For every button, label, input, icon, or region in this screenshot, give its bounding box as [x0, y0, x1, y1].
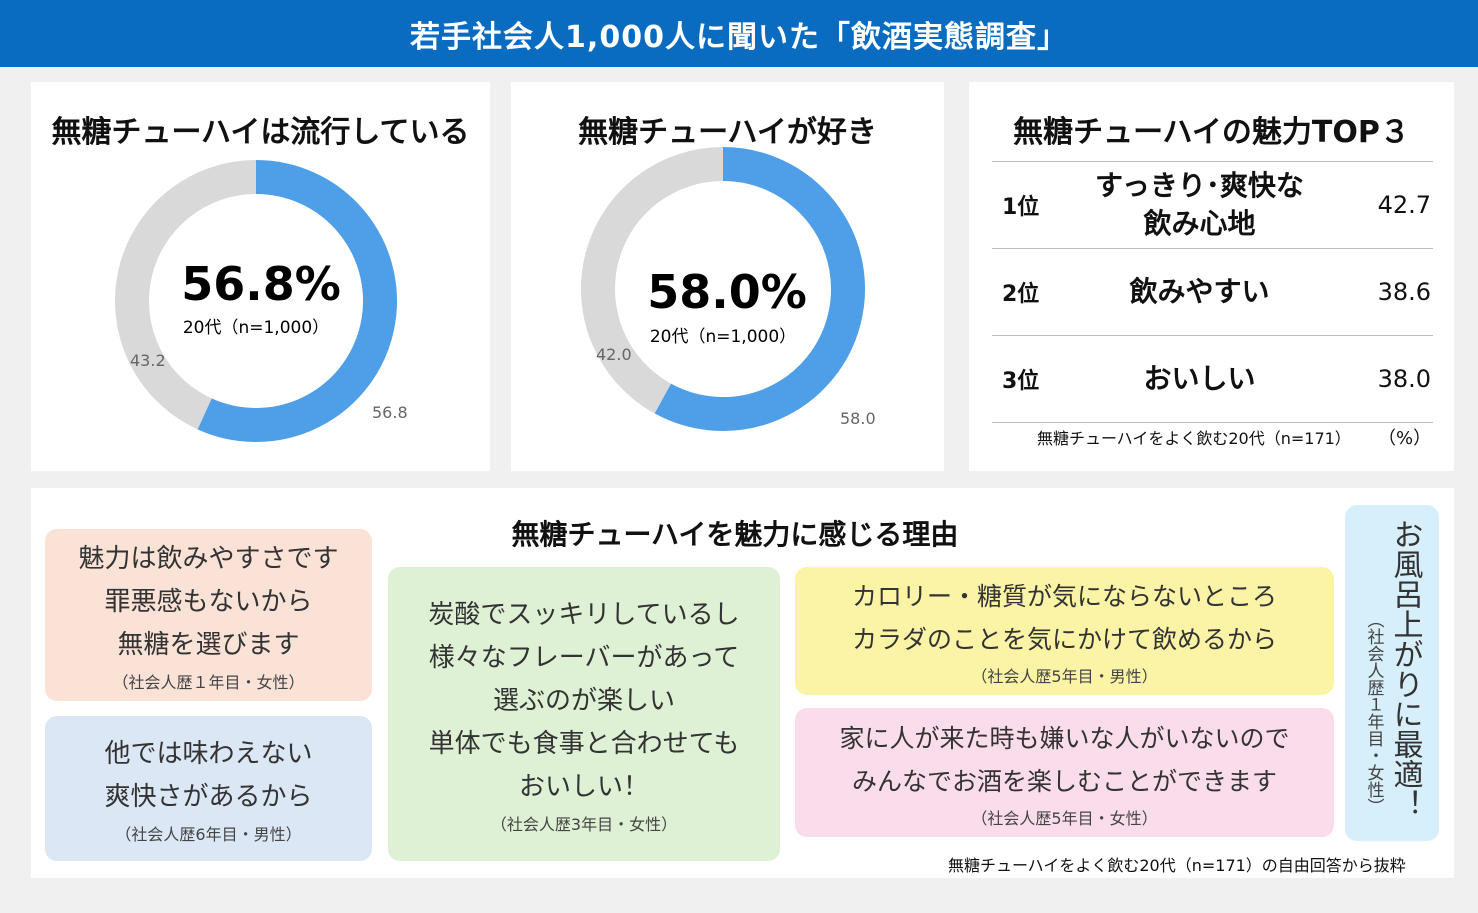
trend-chart-panel: 無糖チューハイは流行している 56.8 43.2 56.8% 20代（n=1,00… [31, 82, 490, 471]
item-value: 42.7 [1377, 191, 1431, 219]
page-header: 若手社会人1,000人に聞いた「飲酒実態調査」 [0, 0, 1478, 67]
slice-value-label: 43.2 [130, 351, 166, 370]
reason-respondent: （社会人歴5年目・男性） [971, 667, 1158, 686]
like-chart-panel: 無糖チューハイが好き 58.0 42.0 58.0% 20代（n=1,000） [511, 82, 944, 471]
page-title: 若手社会人1,000人に聞いた「飲酒実態調査」 [410, 19, 1068, 55]
donut-slice [654, 147, 865, 431]
slice-value-label: 42.0 [596, 345, 632, 364]
reason-bubble: 炭酸でスッキリしているし 様々なフレーバーがあって 選ぶのが楽しい 単体でも食事… [388, 567, 780, 861]
rank-label: 2位 [1002, 282, 1040, 307]
reason-bubble: 家に人が来た時も嫌いな人がいないので みんなでお酒を楽しむことができます （社会… [795, 708, 1334, 837]
donut-slice [197, 160, 397, 442]
table-row: 3位 おいしい 38.0 [992, 335, 1433, 423]
reasons-footnote: 無糖チューハイをよく飲む20代（n=171）の自由回答から抜粋 [948, 856, 1406, 875]
rank-label: 3位 [1002, 369, 1040, 394]
reason-respondent: （社会人歴１年目・女性） [112, 672, 305, 692]
slice-value-label: 56.8 [372, 403, 408, 422]
reason-respondent: （社会人歴１年目・女性） [1363, 611, 1384, 815]
top3-note: 無糖チューハイをよく飲む20代（n=171） [1037, 429, 1351, 448]
like-center-value: 58.0% [647, 265, 807, 319]
table-row: 1位 すっきり･爽快な 飲み心地 42.7 [992, 161, 1433, 248]
trend-chart-title: 無糖チューハイは流行している [51, 115, 470, 150]
reason-bubble: 他では味わえない 爽快さがあるから （社会人歴6年目・男性） [45, 716, 372, 861]
item-value: 38.0 [1377, 365, 1431, 393]
donut-slice [581, 147, 724, 414]
reason-bubble: 魅力は飲みやすさです 罪悪感もないから 無糖を選びます （社会人歴１年目・女性） [45, 529, 372, 701]
table-row: 2位 飲みやすい 38.6 [992, 248, 1433, 335]
donut-slice [115, 160, 257, 430]
reason-respondent: （社会人歴6年目・男性） [115, 824, 302, 844]
reasons-title: 無糖チューハイを魅力に感じる理由 [511, 518, 959, 551]
reason-text: 魅力は飲みやすさです 罪悪感もないから 無糖を選びます [78, 543, 339, 660]
like-donut-chart: 58.0 42.0 58.0% 20代（n=1,000） [581, 147, 876, 431]
reason-respondent: （社会人歴5年目・女性） [971, 808, 1158, 828]
reason-respondent: （社会人歴3年目・女性） [490, 814, 678, 834]
reason-text: 炭酸でスッキリしているし 様々なフレーバーがあって 選ぶのが楽しい 単体でも食事… [428, 599, 740, 802]
top3-table: 1位 すっきり･爽快な 飲み心地 42.7 2位 飲みやすい 38.6 3位 お… [992, 161, 1433, 423]
trend-center-value: 56.8% [181, 257, 341, 311]
top3-panel [969, 82, 1454, 471]
rank-label: 1位 [1002, 195, 1040, 220]
item-label: おいしい [1143, 362, 1256, 395]
trend-donut-chart: 56.8 43.2 56.8% 20代（n=1,000） [115, 160, 408, 442]
item-label: 飲みやすい [1129, 275, 1270, 308]
top3-title: 無糖チューハイの魅力TOP３ [1013, 115, 1410, 150]
reason-text: お風呂上がりに最適！ [1387, 519, 1423, 819]
reason-bubble: お風呂上がりに最適！ （社会人歴１年目・女性） [1345, 505, 1439, 841]
slice-value-label: 58.0 [840, 409, 876, 428]
item-value: 38.6 [1377, 278, 1431, 306]
like-chart-title: 無糖チューハイが好き [578, 115, 877, 150]
like-center-note: 20代（n=1,000） [650, 327, 796, 347]
reason-bubble: カロリー・糖質が気にならないところ カラダのことを気にかけて飲めるから （社会人… [795, 567, 1334, 695]
trend-center-note: 20代（n=1,000） [183, 318, 329, 338]
reason-text: 家に人が来た時も嫌いな人がいないので みんなでお酒を楽しむことができます [839, 723, 1290, 796]
reason-text: カロリー・糖質が気にならないところ カラダのことを気にかけて飲めるから [851, 582, 1277, 654]
top3-unit: （%） [1378, 428, 1432, 449]
item-label: すっきり･爽快な 飲み心地 [1095, 169, 1304, 240]
reason-text: 他では味わえない 爽快さがあるから [104, 738, 313, 812]
